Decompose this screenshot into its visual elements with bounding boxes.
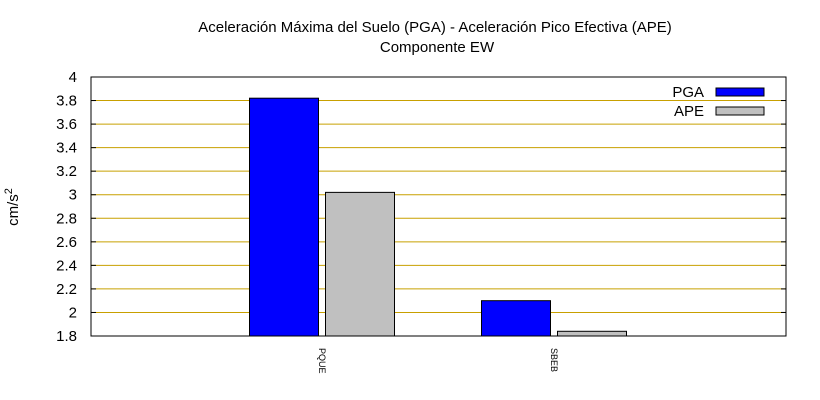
y-tick-label: 4: [69, 69, 77, 86]
y-tick-label: 3.8: [56, 93, 77, 110]
y-axis-ticks: 1.8 2 2.2 2.4 2.6 2.8 3 3.2 3.4 3.6 3.8 4: [56, 69, 786, 345]
y-axis-label: cm/s: [5, 194, 22, 226]
y-tick-label: 1.8: [56, 328, 77, 345]
bar-ape-sbeb: [557, 330, 627, 337]
plot-area-border: [90, 76, 787, 337]
y-tick-label: 3.6: [56, 116, 77, 133]
legend-swatch-pga: [715, 87, 765, 97]
bars: [249, 97, 627, 337]
svg-text:cm/s2: cm/s2: [3, 188, 22, 226]
bar-pga-sbeb: [481, 300, 551, 337]
y-tick-label: 3.2: [56, 163, 77, 180]
chart-subtitle: Componente EW: [380, 39, 495, 56]
bar-pga-pque: [249, 97, 319, 337]
y-axis-label-superscript: 2: [3, 188, 15, 194]
y-tick-label: 2.6: [56, 234, 77, 251]
legend-label-ape: APE: [674, 103, 704, 120]
y-tick-label: 2.4: [56, 257, 77, 274]
legend-swatch-ape: [715, 106, 765, 116]
y-axis-label-group: cm/s2: [3, 188, 22, 226]
x-category-label: SBEB: [549, 348, 559, 372]
legend-label-pga: PGA: [672, 84, 704, 101]
bar-ape-pque: [325, 191, 395, 337]
y-tick-label: 3.4: [56, 140, 77, 157]
y-tick-label: 2.8: [56, 210, 77, 227]
chart-title: Aceleración Máxima del Suelo (PGA) - Ace…: [198, 19, 672, 36]
x-category-label: PQUE: [317, 348, 327, 374]
y-tick-label: 2: [69, 304, 77, 321]
legend: PGA APE: [672, 84, 765, 120]
grid: [91, 100, 786, 313]
y-tick-label: 2.2: [56, 281, 77, 298]
y-tick-label: 3: [69, 187, 77, 204]
x-axis-tick-labels: PQUE SBEB: [317, 348, 559, 374]
